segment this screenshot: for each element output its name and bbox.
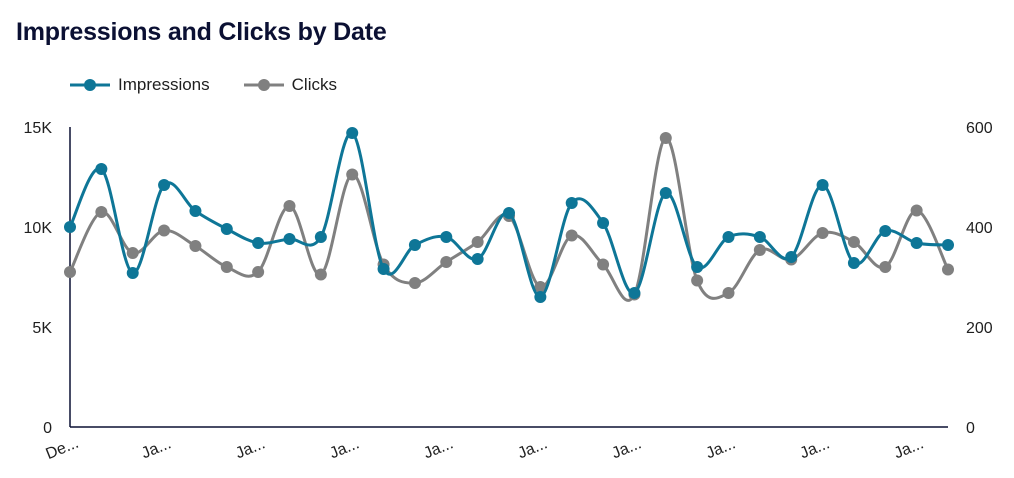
data-point-clicks[interactable] bbox=[942, 263, 954, 276]
data-point-clicks[interactable] bbox=[534, 281, 547, 293]
data-point-clicks[interactable] bbox=[408, 277, 421, 289]
legend-item-clicks[interactable]: Clicks bbox=[242, 74, 337, 96]
data-point-clicks[interactable] bbox=[722, 287, 735, 299]
data-point-impressions[interactable] bbox=[534, 291, 547, 303]
data-point-impressions[interactable] bbox=[95, 163, 108, 175]
data-point-impressions[interactable] bbox=[440, 231, 453, 243]
data-point-impressions[interactable] bbox=[565, 197, 578, 209]
data-point-clicks[interactable] bbox=[95, 206, 108, 218]
x-tick-label: Ja... bbox=[515, 435, 549, 462]
data-point-clicks[interactable] bbox=[126, 247, 139, 259]
y-right-tick-label: 400 bbox=[966, 220, 993, 237]
data-point-impressions[interactable] bbox=[158, 179, 171, 191]
data-point-clicks[interactable] bbox=[879, 261, 892, 273]
data-point-clicks[interactable] bbox=[565, 229, 578, 242]
data-point-clicks[interactable] bbox=[753, 244, 766, 256]
y-left-tick-label: 5K bbox=[32, 320, 52, 337]
data-point-impressions[interactable] bbox=[691, 261, 704, 273]
data-point-impressions[interactable] bbox=[314, 231, 327, 243]
data-point-clicks[interactable] bbox=[189, 240, 202, 252]
data-point-impressions[interactable] bbox=[503, 207, 515, 219]
x-tick-label: Ja... bbox=[610, 435, 644, 462]
data-point-impressions[interactable] bbox=[220, 223, 233, 235]
data-point-impressions[interactable] bbox=[942, 239, 954, 251]
data-point-impressions[interactable] bbox=[753, 231, 766, 243]
data-point-clicks[interactable] bbox=[816, 227, 829, 239]
y-right-tick-label: 600 bbox=[966, 120, 993, 137]
data-point-impressions[interactable] bbox=[879, 225, 892, 237]
y-left-tick-label: 15K bbox=[24, 120, 53, 137]
data-point-impressions[interactable] bbox=[471, 253, 484, 265]
legend-swatch-impressions bbox=[70, 79, 110, 91]
data-point-impressions[interactable] bbox=[408, 239, 421, 251]
data-point-impressions[interactable] bbox=[659, 187, 672, 199]
data-point-clicks[interactable] bbox=[691, 274, 704, 287]
data-point-impressions[interactable] bbox=[189, 205, 202, 217]
legend: Impressions Clicks bbox=[68, 74, 369, 96]
legend-label-clicks: Clicks bbox=[291, 75, 337, 94]
data-point-clicks[interactable] bbox=[659, 132, 672, 144]
data-point-impressions[interactable] bbox=[597, 217, 610, 229]
data-point-impressions[interactable] bbox=[64, 221, 76, 233]
data-point-impressions[interactable] bbox=[722, 231, 735, 243]
data-point-impressions[interactable] bbox=[847, 257, 860, 269]
x-tick-label: Ja... bbox=[327, 435, 361, 462]
data-point-impressions[interactable] bbox=[126, 267, 139, 279]
x-tick-label: Ja... bbox=[704, 435, 738, 462]
data-point-clicks[interactable] bbox=[440, 256, 453, 268]
data-point-clicks[interactable] bbox=[346, 168, 359, 181]
data-point-clicks[interactable] bbox=[252, 266, 265, 278]
legend-item-impressions[interactable]: Impressions bbox=[68, 74, 210, 96]
data-point-clicks[interactable] bbox=[158, 224, 171, 237]
y-left-tick-label: 10K bbox=[24, 220, 53, 237]
data-point-impressions[interactable] bbox=[816, 179, 829, 191]
x-tick-label: Ja... bbox=[139, 435, 173, 462]
x-tick-label: Ja... bbox=[421, 435, 455, 462]
y-left-tick-label: 0 bbox=[43, 420, 52, 437]
data-point-impressions[interactable] bbox=[785, 251, 798, 263]
data-point-impressions[interactable] bbox=[628, 287, 641, 299]
data-point-clicks[interactable] bbox=[220, 261, 233, 273]
data-point-impressions[interactable] bbox=[252, 237, 265, 249]
legend-label-impressions: Impressions bbox=[118, 75, 210, 94]
data-point-impressions[interactable] bbox=[283, 233, 296, 245]
data-point-impressions[interactable] bbox=[910, 237, 923, 249]
x-tick-label: Ja... bbox=[892, 435, 926, 462]
x-tick-label: Ja... bbox=[798, 435, 832, 462]
y-right-tick-label: 0 bbox=[966, 420, 975, 437]
y-right-tick-label: 200 bbox=[966, 320, 993, 337]
data-point-clicks[interactable] bbox=[64, 266, 76, 278]
data-point-clicks[interactable] bbox=[283, 200, 296, 212]
x-tick-label: Ja... bbox=[233, 435, 267, 462]
x-tick-label: De... bbox=[43, 435, 81, 463]
data-point-clicks[interactable] bbox=[471, 236, 484, 248]
chart-title: Impressions and Clicks by Date bbox=[16, 18, 387, 46]
data-point-impressions[interactable] bbox=[346, 127, 359, 139]
legend-swatch-clicks bbox=[243, 79, 284, 91]
data-point-impressions[interactable] bbox=[377, 263, 390, 275]
data-point-clicks[interactable] bbox=[847, 236, 860, 248]
data-point-clicks[interactable] bbox=[910, 204, 923, 217]
data-point-clicks[interactable] bbox=[597, 258, 610, 271]
data-point-clicks[interactable] bbox=[314, 268, 327, 281]
